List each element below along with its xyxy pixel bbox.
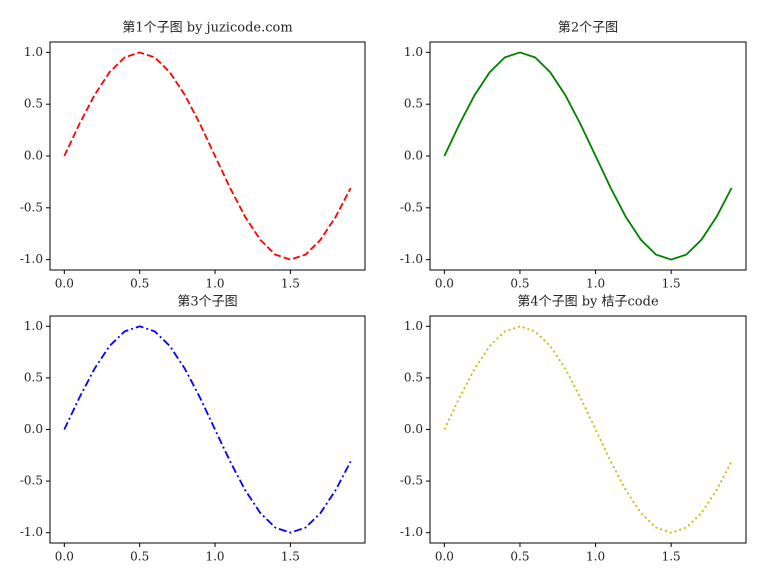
line-series [443, 325, 733, 534]
y-tick-label: -1.0 [400, 252, 423, 266]
axes-frame [429, 41, 747, 271]
y-tick-label: -0.5 [20, 474, 43, 488]
axes-frame [49, 41, 366, 271]
y-tick-label: -0.5 [400, 200, 423, 214]
x-tick-label: 1.0 [586, 277, 605, 291]
y-tick-label: 0.5 [24, 97, 43, 111]
line-series [63, 51, 352, 261]
y-tick-label: -1.0 [20, 525, 43, 539]
x-tick-label: 1.5 [281, 550, 300, 564]
y-tick-label: -1.0 [400, 525, 423, 539]
y-tick-label: 1.0 [24, 319, 43, 333]
x-tick-label: 1.0 [205, 277, 224, 291]
x-tick-label: 0.0 [435, 550, 454, 564]
subplot-title: 第1个子图 by juzicode.com [122, 21, 292, 36]
subplot-title: 第2个子图 [558, 21, 618, 36]
x-tick-label: 0.5 [510, 550, 529, 564]
y-tick-label: 1.0 [404, 319, 423, 333]
y-tick-label: 0.0 [24, 149, 43, 163]
x-tick-label: 0.5 [130, 550, 149, 564]
y-tick-label: 0.0 [24, 422, 43, 436]
x-tick-label: 1.5 [662, 277, 681, 291]
line-series [63, 325, 352, 534]
subplot-title: 第3个子图 [177, 295, 237, 310]
x-tick-label: 1.5 [662, 550, 681, 564]
x-tick-label: 0.5 [130, 277, 149, 291]
x-tick-label: 0.0 [435, 277, 454, 291]
y-tick-label: -0.5 [20, 200, 43, 214]
x-tick-label: 0.5 [510, 277, 529, 291]
y-tick-label: 1.0 [24, 45, 43, 59]
y-tick-label: 0.5 [404, 97, 423, 111]
y-tick-label: 0.0 [404, 422, 423, 436]
y-tick-label: 0.5 [404, 370, 423, 384]
x-tick-label: 1.5 [281, 277, 300, 291]
y-tick-label: 0.5 [24, 370, 43, 384]
x-tick-label: 0.0 [55, 550, 74, 564]
y-tick-label: 1.0 [404, 45, 423, 59]
x-tick-label: 1.0 [205, 550, 224, 564]
y-tick-label: -1.0 [20, 252, 43, 266]
y-tick-label: -0.5 [400, 474, 423, 488]
subplot-title: 第4个子图 by 桔子code [517, 295, 659, 310]
line-series [443, 51, 733, 261]
x-tick-label: 0.0 [55, 277, 74, 291]
axes-frame [49, 315, 366, 544]
x-tick-label: 1.0 [586, 550, 605, 564]
axes-frame [429, 315, 747, 544]
y-tick-label: 0.0 [404, 149, 423, 163]
